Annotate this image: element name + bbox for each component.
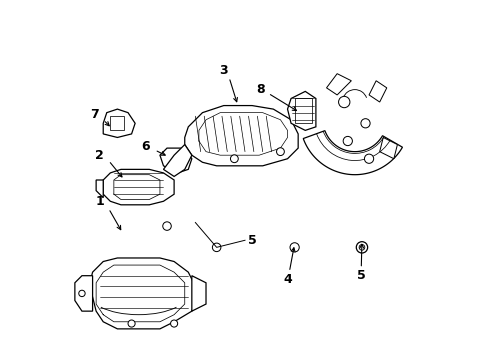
Circle shape — [339, 96, 350, 108]
Circle shape — [171, 320, 178, 327]
Text: 6: 6 — [142, 140, 150, 153]
Circle shape — [290, 243, 299, 252]
Circle shape — [343, 136, 352, 145]
Polygon shape — [75, 276, 93, 311]
Text: 5: 5 — [357, 269, 366, 282]
Circle shape — [276, 148, 284, 156]
Polygon shape — [192, 276, 206, 311]
Polygon shape — [89, 258, 196, 329]
Text: 4: 4 — [283, 273, 292, 286]
Polygon shape — [110, 116, 124, 130]
Polygon shape — [369, 81, 387, 102]
Circle shape — [365, 154, 374, 163]
Circle shape — [212, 243, 221, 252]
Polygon shape — [164, 145, 192, 176]
Circle shape — [356, 242, 368, 253]
Polygon shape — [103, 109, 135, 138]
Polygon shape — [380, 138, 397, 159]
Text: 7: 7 — [90, 108, 99, 121]
Text: 3: 3 — [220, 64, 228, 77]
Polygon shape — [160, 148, 192, 173]
Text: 1: 1 — [95, 195, 104, 208]
Text: 2: 2 — [95, 149, 104, 162]
Polygon shape — [326, 74, 351, 95]
Polygon shape — [303, 131, 402, 175]
Text: 8: 8 — [257, 83, 265, 96]
Polygon shape — [294, 99, 312, 123]
Circle shape — [361, 119, 370, 128]
Circle shape — [359, 244, 365, 250]
Polygon shape — [288, 91, 316, 130]
Circle shape — [230, 155, 238, 163]
Text: 5: 5 — [248, 234, 256, 247]
Circle shape — [128, 320, 135, 327]
Circle shape — [79, 290, 85, 297]
Circle shape — [163, 222, 172, 230]
Polygon shape — [96, 180, 103, 198]
Polygon shape — [103, 169, 174, 205]
Polygon shape — [185, 105, 298, 166]
